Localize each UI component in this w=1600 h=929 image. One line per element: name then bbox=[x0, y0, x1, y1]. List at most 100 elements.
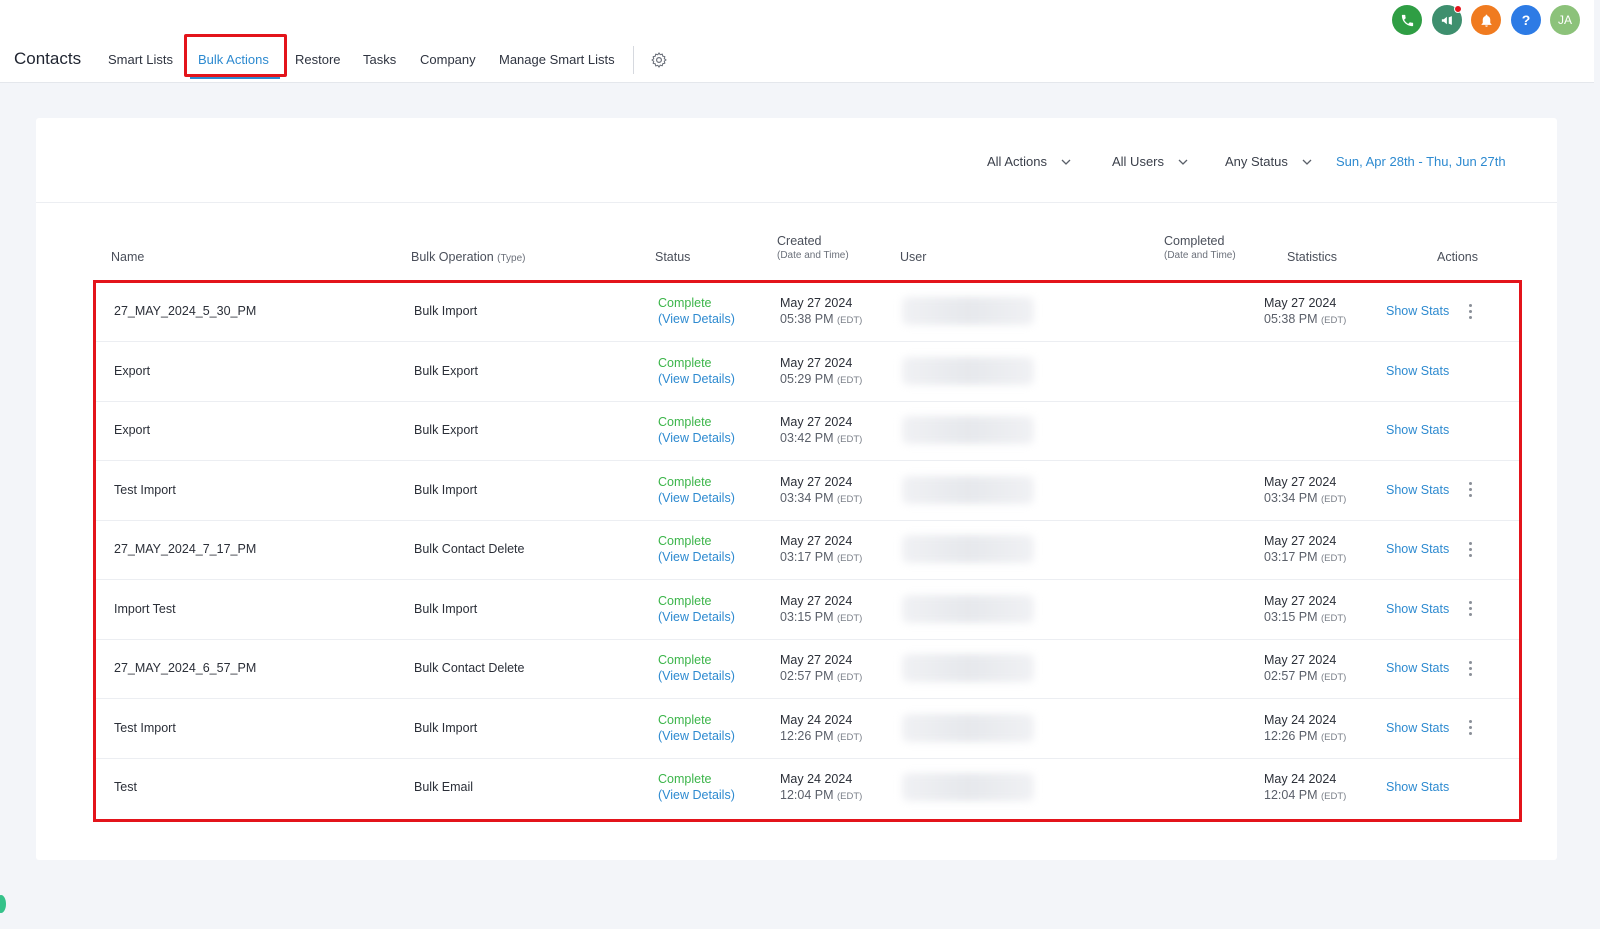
show-stats-link[interactable]: Show Stats bbox=[1386, 542, 1450, 556]
created-time: 05:29 PM bbox=[780, 371, 834, 386]
completed-time: 03:15 PM bbox=[1264, 609, 1318, 624]
created-date: May 27 2024 bbox=[780, 415, 853, 429]
show-stats-link[interactable]: Show Stats bbox=[1386, 601, 1450, 616]
show-stats-link[interactable]: Show Stats bbox=[1386, 363, 1450, 378]
header-operation-sub: (Type) bbox=[497, 253, 526, 264]
header-operation: Bulk Operation (Type) bbox=[411, 250, 526, 264]
nav-divider bbox=[633, 46, 634, 74]
tab-bulk-actions[interactable]: Bulk Actions bbox=[198, 52, 269, 67]
tab-smart-lists[interactable]: Smart Lists bbox=[108, 52, 174, 67]
more-vertical-icon[interactable] bbox=[1460, 539, 1480, 559]
floating-widget-edge[interactable] bbox=[0, 895, 6, 913]
view-details-link[interactable]: (View Details) bbox=[658, 312, 735, 326]
table-row: 27_MAY_2024_7_17_PM Bulk Contact Delete C… bbox=[96, 521, 1519, 580]
view-details-link[interactable]: (View Details) bbox=[658, 490, 735, 505]
created-tz: (EDT) bbox=[837, 612, 863, 624]
view-details-link[interactable]: (View Details) bbox=[658, 788, 735, 802]
more-vertical-icon[interactable] bbox=[1460, 718, 1480, 738]
date-range-picker[interactable]: Sun, Apr 28th - Thu, Jun 27th bbox=[1336, 154, 1506, 169]
avatar[interactable]: JA bbox=[1550, 5, 1580, 35]
bulk-actions-table-body: 27_MAY_2024_5_30_PM Bulk Import Complete … bbox=[93, 280, 1522, 822]
completed-date: May 27 2024 bbox=[1264, 534, 1337, 548]
created-tz: (EDT) bbox=[837, 434, 863, 445]
gear-icon[interactable] bbox=[650, 51, 668, 69]
completed-tz: (EDT) bbox=[1321, 612, 1347, 624]
more-vertical-icon[interactable] bbox=[1460, 480, 1480, 500]
show-stats-link[interactable]: Show Stats bbox=[1386, 780, 1450, 794]
all-actions-label: All Actions bbox=[987, 154, 1047, 169]
created-date: May 27 2024 bbox=[780, 474, 853, 489]
show-stats-link[interactable]: Show Stats bbox=[1386, 661, 1450, 675]
status-complete: Complete bbox=[658, 653, 712, 667]
row-status: Complete (View Details) bbox=[658, 771, 735, 803]
row-name: 27_MAY_2024_7_17_PM bbox=[114, 542, 257, 556]
created-date: May 27 2024 bbox=[780, 593, 853, 608]
any-status-dropdown[interactable]: Any Status bbox=[1225, 154, 1312, 169]
more-vertical-icon[interactable] bbox=[1460, 301, 1480, 321]
header-completed: Completed (Date and Time) bbox=[1164, 234, 1236, 261]
bell-icon[interactable] bbox=[1471, 5, 1501, 35]
tab-manage-smart-lists[interactable]: Manage Smart Lists bbox=[499, 52, 615, 67]
row-status: Complete (View Details) bbox=[658, 355, 735, 387]
row-user-blurred bbox=[902, 475, 1034, 504]
show-stats-link[interactable]: Show Stats bbox=[1386, 482, 1450, 497]
status-complete: Complete bbox=[658, 355, 712, 370]
more-vertical-icon[interactable] bbox=[1460, 658, 1480, 678]
row-user-blurred bbox=[902, 654, 1034, 682]
row-status: Complete (View Details) bbox=[658, 652, 735, 684]
help-icon[interactable]: ? bbox=[1511, 5, 1541, 35]
row-user-blurred bbox=[902, 713, 1034, 742]
view-details-link[interactable]: (View Details) bbox=[658, 609, 735, 624]
completed-tz: (EDT) bbox=[1321, 493, 1347, 505]
created-time-wrap: 12:04 PM (EDT) bbox=[780, 787, 862, 805]
created-time-wrap: 05:38 PM (EDT) bbox=[780, 311, 862, 329]
header-statistics: Statistics bbox=[1287, 250, 1338, 264]
row-created: May 27 2024 03:17 PM (EDT) bbox=[780, 533, 862, 567]
phone-icon[interactable] bbox=[1392, 5, 1422, 35]
completed-time-wrap: 12:04 PM (EDT) bbox=[1264, 787, 1346, 805]
all-actions-dropdown[interactable]: All Actions bbox=[987, 154, 1071, 169]
created-tz: (EDT) bbox=[837, 672, 863, 683]
top-nav-bar: Contacts Smart Lists Bulk Actions Restor… bbox=[0, 0, 1594, 83]
completed-date: May 27 2024 bbox=[1264, 653, 1337, 667]
row-status: Complete (View Details) bbox=[658, 474, 735, 506]
view-details-link[interactable]: (View Details) bbox=[658, 431, 735, 445]
row-created: May 27 2024 05:38 PM (EDT) bbox=[780, 295, 862, 329]
show-stats-link[interactable]: Show Stats bbox=[1386, 720, 1450, 735]
status-complete: Complete bbox=[658, 296, 712, 310]
row-operation: Bulk Email bbox=[414, 780, 474, 794]
row-operation: Bulk Export bbox=[414, 363, 478, 378]
show-stats-link[interactable]: Show Stats bbox=[1386, 423, 1450, 437]
show-stats-link[interactable]: Show Stats bbox=[1386, 304, 1450, 318]
tab-tasks[interactable]: Tasks bbox=[363, 52, 397, 67]
more-vertical-icon[interactable] bbox=[1460, 599, 1480, 619]
view-details-link[interactable]: (View Details) bbox=[658, 371, 735, 386]
row-created: May 27 2024 03:42 PM (EDT) bbox=[780, 414, 862, 448]
created-time-wrap: 03:15 PM (EDT) bbox=[780, 609, 862, 627]
row-user-blurred bbox=[902, 594, 1034, 623]
created-tz: (EDT) bbox=[837, 374, 863, 386]
created-tz: (EDT) bbox=[837, 315, 863, 326]
row-operation: Bulk Contact Delete bbox=[414, 542, 525, 556]
view-details-link[interactable]: (View Details) bbox=[658, 669, 735, 683]
completed-date: May 24 2024 bbox=[1264, 712, 1337, 727]
completed-time: 05:38 PM bbox=[1264, 312, 1318, 326]
completed-date: May 27 2024 bbox=[1264, 296, 1337, 310]
any-status-label: Any Status bbox=[1225, 154, 1288, 169]
tab-company[interactable]: Company bbox=[420, 52, 476, 67]
all-users-label: All Users bbox=[1112, 154, 1165, 169]
megaphone-icon[interactable] bbox=[1432, 5, 1462, 35]
created-tz: (EDT) bbox=[837, 731, 863, 743]
chevron-down-icon bbox=[1061, 159, 1071, 165]
tab-restore[interactable]: Restore bbox=[295, 52, 341, 67]
created-date: May 27 2024 bbox=[780, 653, 853, 667]
view-details-link[interactable]: (View Details) bbox=[658, 728, 735, 743]
created-time: 03:15 PM bbox=[780, 609, 834, 624]
all-users-dropdown[interactable]: All Users bbox=[1112, 154, 1188, 169]
row-created: May 27 2024 03:15 PM (EDT) bbox=[780, 593, 862, 627]
header-created: Created (Date and Time) bbox=[777, 234, 849, 261]
table-row: Import Test Bulk Import Complete (View De… bbox=[96, 581, 1519, 640]
completed-date: May 27 2024 bbox=[1264, 474, 1337, 489]
view-details-link[interactable]: (View Details) bbox=[658, 550, 735, 564]
completed-time-wrap: 03:17 PM (EDT) bbox=[1264, 549, 1346, 567]
